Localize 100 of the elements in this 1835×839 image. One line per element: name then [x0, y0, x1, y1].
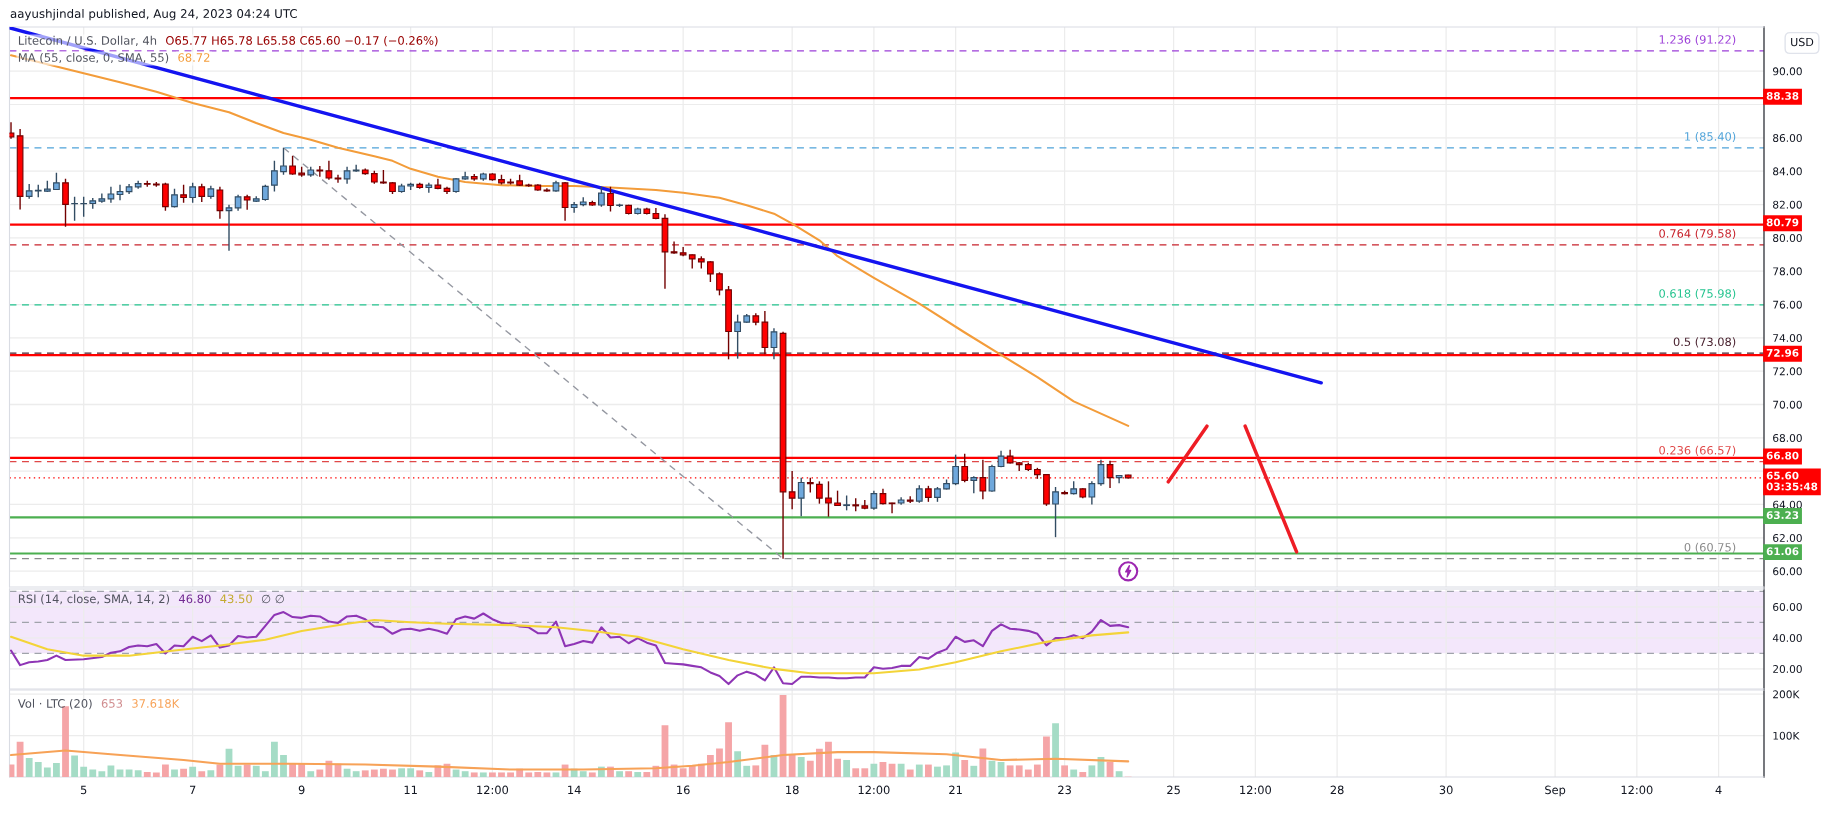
bar [25, 757, 33, 777]
line-series [9, 54, 1130, 427]
bar [788, 754, 796, 777]
bar [725, 722, 732, 777]
annotation: 653 [101, 699, 123, 708]
bar [498, 772, 505, 777]
candlestick [316, 165, 324, 178]
candlestick [352, 164, 360, 173]
bar [1033, 764, 1041, 777]
candlestick [243, 194, 251, 211]
bar [80, 766, 88, 777]
bar [716, 748, 723, 777]
x-tick-label: 12:00 [1240, 785, 1272, 795]
bar [507, 772, 514, 777]
x-tick-label: 12:00 [1621, 785, 1653, 795]
bar [389, 769, 396, 777]
bar [71, 755, 78, 777]
y-tick-label: 80.00 [1773, 234, 1802, 242]
candlestick [1052, 486, 1059, 538]
y-tick-label: 86.00 [1773, 134, 1802, 142]
bar [198, 771, 206, 777]
bar [352, 771, 360, 777]
x-tick-label: 28 [1330, 785, 1344, 795]
candlestick [216, 186, 224, 220]
bar [1088, 765, 1096, 777]
candlestick [797, 476, 805, 518]
bar [107, 765, 115, 777]
bar [252, 765, 260, 777]
bar [852, 768, 860, 777]
bar [134, 770, 142, 777]
candlestick [198, 182, 206, 203]
bar [634, 772, 642, 777]
bar [961, 760, 969, 777]
x-tick-label: 7 [189, 785, 196, 794]
candlestick [225, 203, 233, 252]
bar [1061, 765, 1069, 777]
ref-line-label: 80.79 [1766, 218, 1799, 227]
line-series [9, 611, 1130, 686]
x-tick-label: 11 [404, 785, 417, 794]
bar [843, 760, 851, 777]
ref-line-label: 66.80 [1766, 451, 1799, 460]
ref-line-label: 63.23 [1766, 511, 1799, 520]
bar [271, 741, 278, 777]
bar [489, 772, 496, 777]
bar [98, 771, 106, 777]
y-tick-label: 40.00 [1772, 634, 1802, 642]
y-tick-label: 200K [1773, 690, 1800, 699]
bar [861, 768, 869, 777]
bar [189, 766, 197, 777]
bar [752, 765, 760, 777]
y-tick-label: 60.00 [1773, 567, 1802, 576]
ref-line-label: 0.618 (75.98) [1659, 288, 1736, 300]
bar [407, 768, 415, 777]
y-tick-label: 78.00 [1773, 267, 1802, 276]
candlestick [107, 186, 115, 204]
bar [1043, 736, 1050, 777]
bar [534, 772, 542, 777]
bar [625, 771, 633, 777]
candlestick [289, 154, 296, 176]
candlestick [707, 260, 714, 283]
annotation: 68.72 [178, 53, 210, 62]
bar [1024, 769, 1032, 777]
candlestick [816, 480, 823, 505]
candlestick [325, 160, 333, 181]
candlestick [116, 184, 124, 202]
candlestick [570, 201, 578, 214]
candlestick [9, 121, 15, 140]
bar [479, 772, 487, 777]
bar [834, 758, 841, 777]
x-tick-label: 12:00 [477, 785, 509, 795]
bar [53, 762, 60, 777]
text: Litecoin / U.S. Dollar, 4h [18, 35, 157, 46]
line-series [9, 618, 1130, 675]
bar [162, 764, 169, 777]
annotation: MA (55, close, 0, SMA, 55) [18, 52, 169, 64]
x-tick-label: 5 [80, 785, 87, 795]
bar [934, 766, 941, 777]
ref-line-label: 65.60 03:35:48 [1766, 471, 1818, 491]
ref-line-label: 61.06 [1766, 547, 1799, 556]
annotation: 46.80 [178, 594, 211, 604]
candlestick [870, 489, 878, 511]
bar [552, 772, 560, 777]
candlestick [952, 453, 959, 486]
bar [316, 769, 324, 777]
bar [16, 741, 24, 777]
bar [825, 741, 832, 777]
bar [1052, 723, 1059, 777]
bar [1079, 772, 1087, 777]
bar [979, 748, 987, 777]
bar [307, 771, 315, 777]
bar [924, 764, 932, 777]
text: USD [1791, 37, 1814, 47]
chart-title: RSI (14, close, SMA, 14, 2) [18, 594, 170, 605]
candlestick [716, 271, 723, 297]
y-tick-label: 60.00 [1773, 603, 1802, 611]
bar [1015, 765, 1023, 777]
bar [943, 765, 950, 777]
ref-line-label: 72.96 [1766, 348, 1799, 357]
ref-line-label: 88.38 [1766, 91, 1799, 100]
annotation: 43.50 [220, 594, 252, 604]
